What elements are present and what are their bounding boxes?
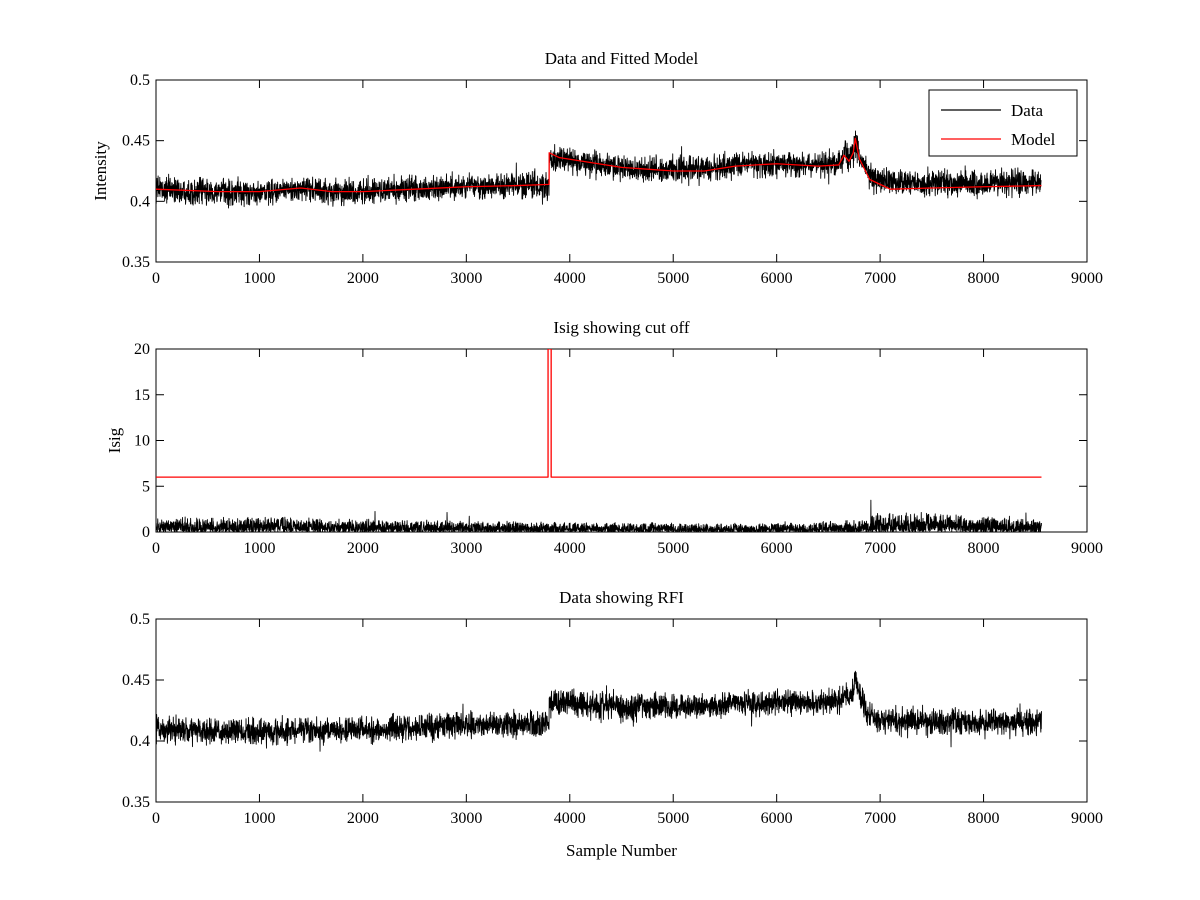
y-tick-label: 0.35 (122, 254, 150, 271)
x-tick-label: 5000 (657, 270, 689, 287)
x-tick-label: 1000 (243, 270, 275, 287)
axes-frame (155, 79, 1088, 263)
legend-box (928, 89, 1078, 157)
x-tick-label: 2000 (347, 270, 379, 287)
chart-title: Data showing RFI (559, 588, 684, 607)
series-line-1 (156, 670, 1042, 752)
y-tick-label: 0.5 (130, 611, 150, 628)
y-tick-label: 15 (134, 387, 150, 404)
x-tick-label: 2000 (347, 540, 379, 557)
x-tick-label: 8000 (968, 540, 1000, 557)
x-tick-label: 9000 (1071, 270, 1103, 287)
x-tick-label: 9000 (1071, 810, 1103, 827)
series-line-data (156, 130, 1042, 209)
x-tick-label: 1000 (243, 540, 275, 557)
series-line-2 (156, 349, 1042, 478)
x-tick-label: 4000 (554, 270, 586, 287)
x-axis-label: Sample Number (566, 841, 677, 860)
y-tick-label: 0.35 (122, 794, 150, 811)
x-tick-label: 0 (152, 540, 160, 557)
x-tick-label: 5000 (657, 810, 689, 827)
y-tick-label: 0.5 (130, 72, 150, 89)
x-tick-label: 9000 (1071, 540, 1103, 557)
x-tick-label: 5000 (657, 540, 689, 557)
legend-label-data: Data (1011, 101, 1044, 120)
subplot-3: 0 1000 2000 3000 4000 5000 6000 7000 8000 9000 0.3… (122, 588, 1103, 860)
subplot-2: 0 1000 2000 3000 4000 5000 6000 7000 8000 9000 0 5 1… (105, 318, 1103, 557)
x-tick-label: 0 (152, 270, 160, 287)
x-tick-label: 6000 (761, 810, 793, 827)
x-tick-label: 2000 (347, 810, 379, 827)
x-tick-label: 4000 (554, 540, 586, 557)
x-tick-label: 8000 (968, 810, 1000, 827)
x-tick-label: 6000 (761, 270, 793, 287)
chart-title: Isig showing cut off (553, 318, 689, 337)
x-tick-label: 6000 (761, 540, 793, 557)
y-tick-label: 0 (142, 524, 150, 541)
x-tick-label: 3000 (450, 270, 482, 287)
subplot-1: 0 1000 2000 3000 4000 5000 6000 7000 8000 9000 0.3… (91, 49, 1103, 287)
x-tick-label: 7000 (864, 270, 896, 287)
x-tick-label: 7000 (864, 810, 896, 827)
y-axis-label: Isig (105, 427, 124, 453)
chart-title: Data and Fitted Model (545, 49, 699, 68)
y-tick-label: 0.4 (130, 193, 150, 210)
x-tick-label: 8000 (968, 270, 1000, 287)
y-tick-label: 0.45 (122, 133, 150, 150)
y-tick-label: 0.45 (122, 672, 150, 689)
x-tick-label: 0 (152, 810, 160, 827)
legend-label-model: Model (1011, 130, 1056, 149)
legend: Data Model (928, 89, 1078, 157)
series-line-model (156, 137, 1042, 193)
x-tick-label: 1000 (243, 810, 275, 827)
x-tick-label: 3000 (450, 540, 482, 557)
series-line-1 (156, 499, 1042, 532)
y-tick-label: 20 (134, 341, 150, 358)
y-axis-label: Intensity (91, 141, 110, 201)
axes-frame (155, 618, 1088, 803)
y-tick-label: 10 (134, 433, 150, 450)
x-tick-label: 7000 (864, 540, 896, 557)
y-tick-label: 5 (142, 478, 150, 495)
x-tick-label: 4000 (554, 810, 586, 827)
x-tick-label: 3000 (450, 810, 482, 827)
y-tick-label: 0.4 (130, 733, 150, 750)
